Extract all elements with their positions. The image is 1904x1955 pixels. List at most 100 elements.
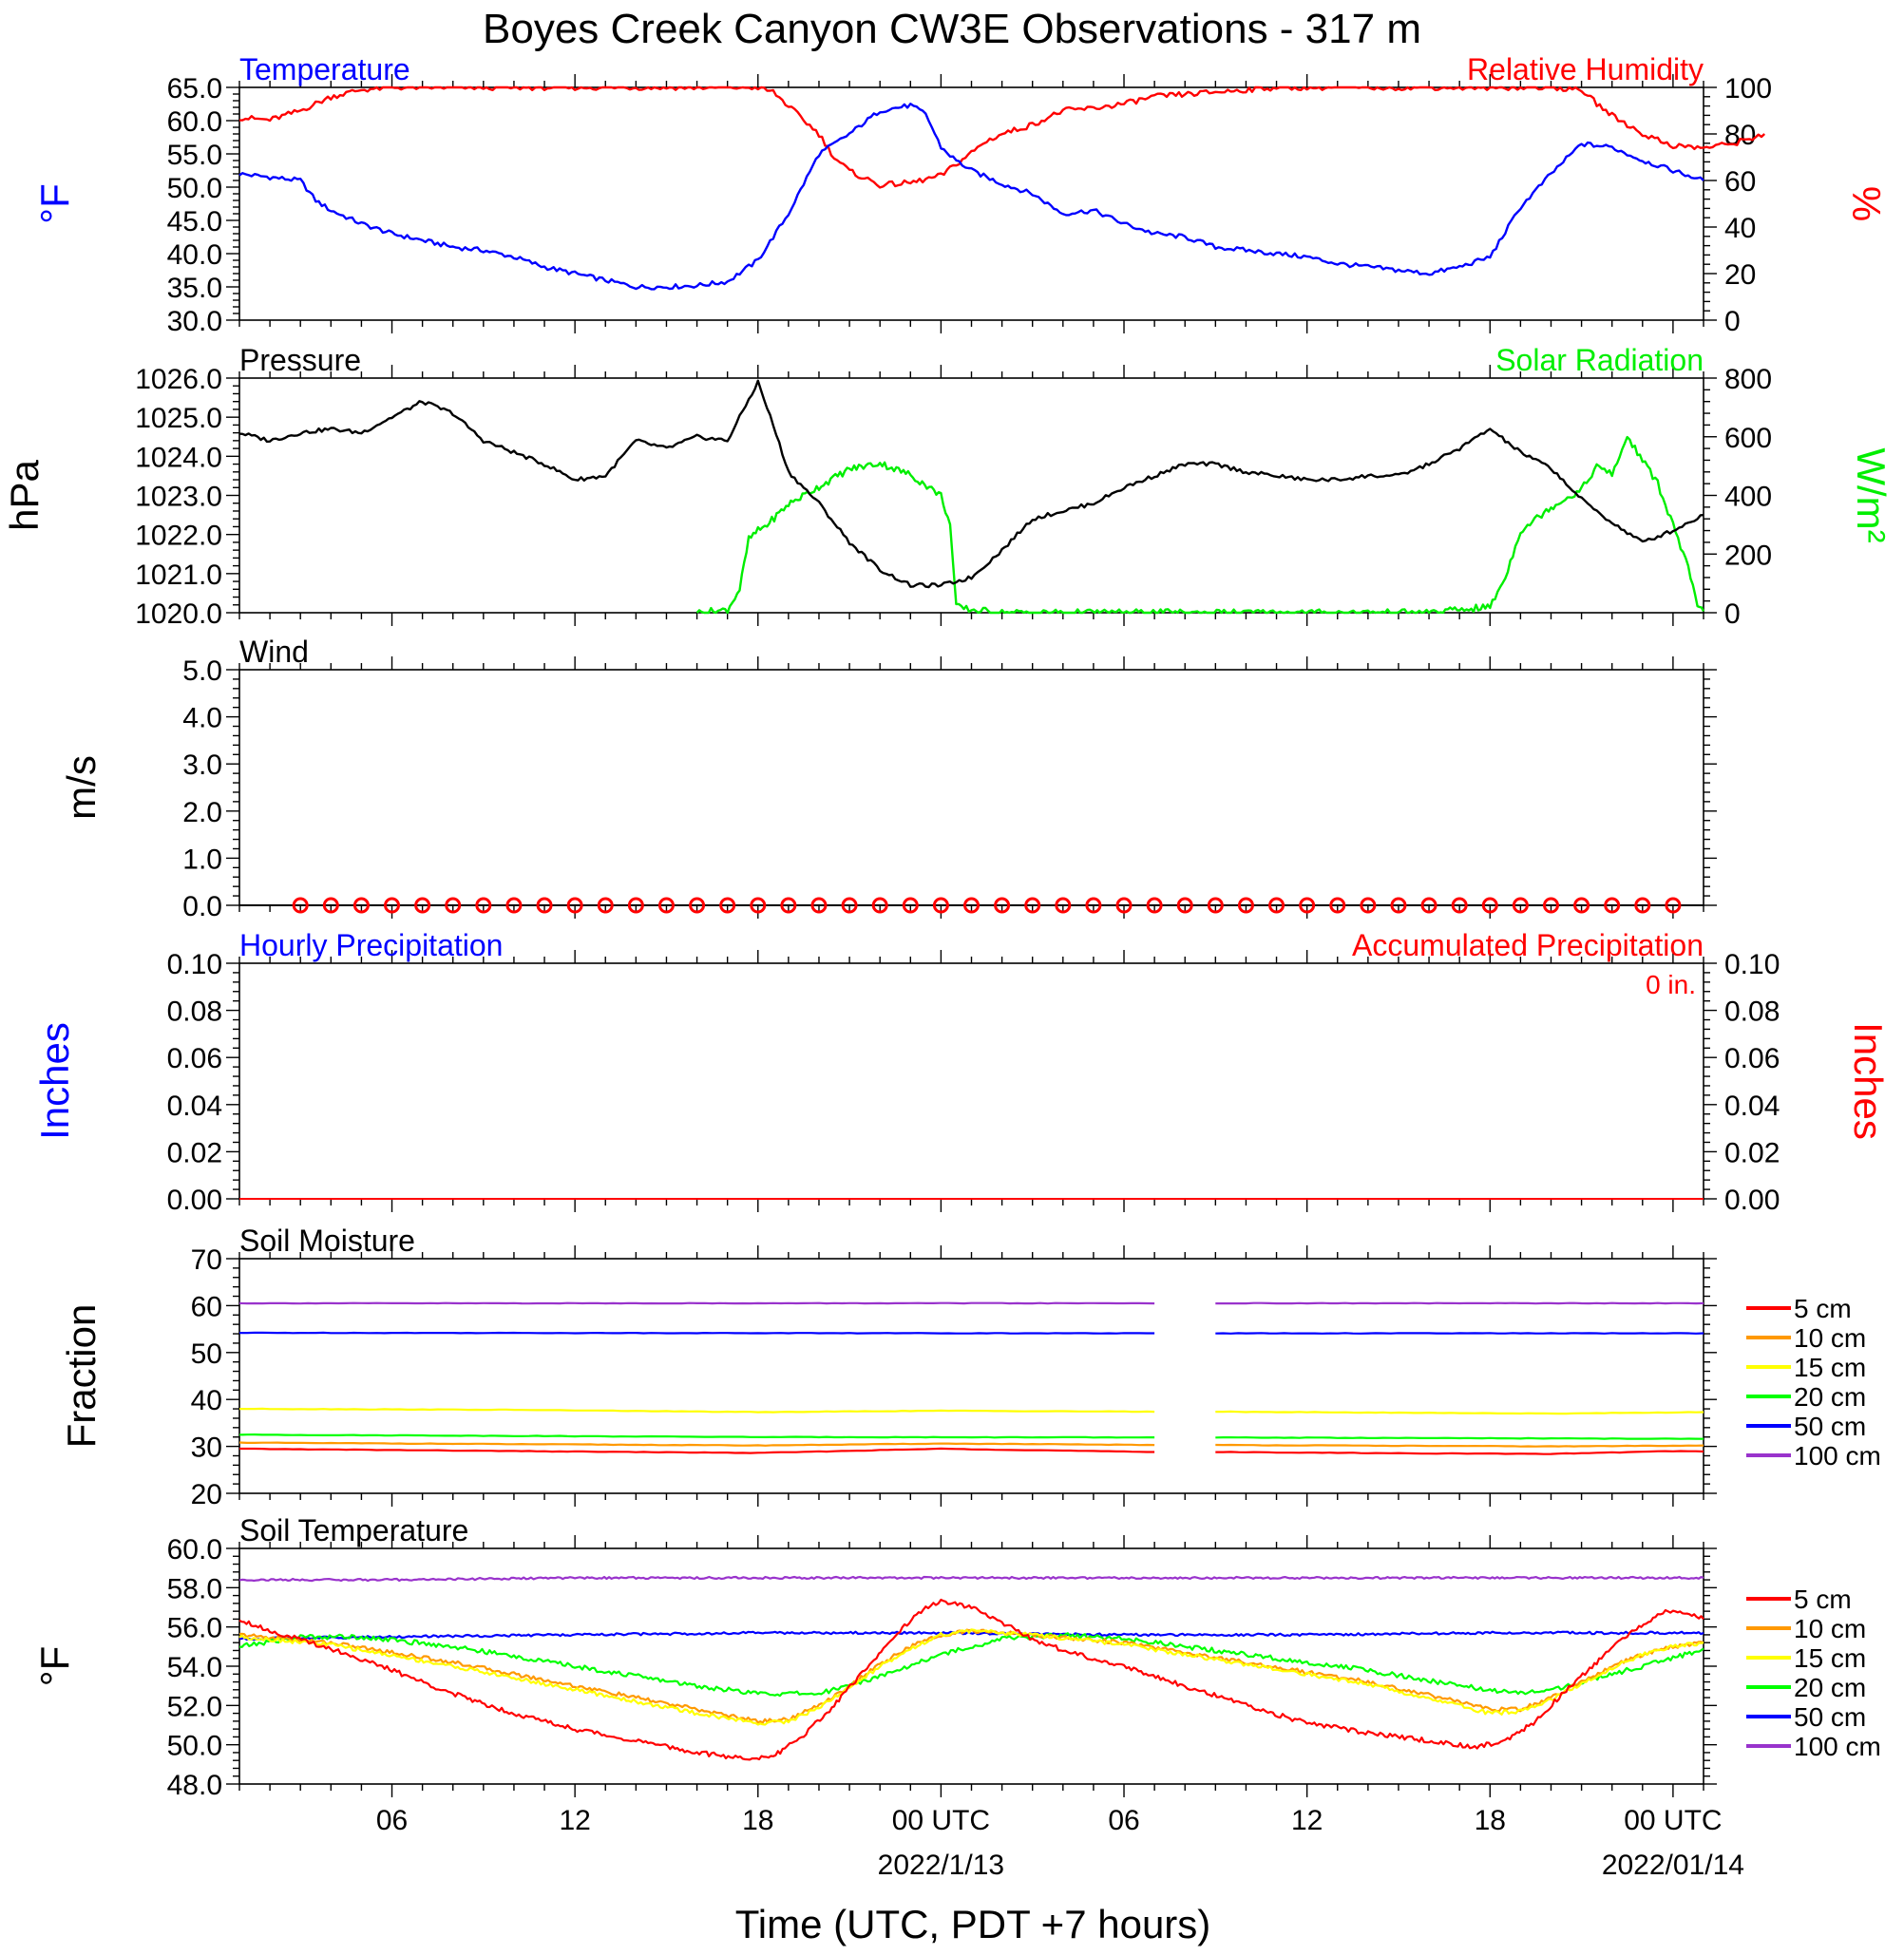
soil-moisture-line [238, 1301, 1704, 1305]
panel-title-left: Pressure [239, 343, 361, 377]
y-axis-label: hPa [2, 459, 47, 530]
legend-label: 50 cm [1794, 1412, 1866, 1441]
y-tick-label: 58.0 [167, 1573, 222, 1604]
y-axis-label: °F [32, 1646, 77, 1686]
y-right-tick-label: 60 [1724, 166, 1756, 198]
y-tick-label: 70 [191, 1244, 222, 1276]
wind-marker [1420, 897, 1438, 914]
wind-marker [475, 897, 492, 914]
y-tick-label: 65.0 [167, 73, 222, 104]
wind-marker [1604, 897, 1621, 914]
legend-label: 15 cm [1794, 1353, 1866, 1382]
wind-marker [1299, 897, 1316, 914]
y-tick-label: 45.0 [167, 206, 222, 237]
y-right-tick-label: 100 [1724, 73, 1772, 104]
y-tick-label: 1.0 [182, 844, 222, 875]
wind-marker [1268, 897, 1285, 914]
x-tick-label: 12 [1291, 1805, 1323, 1836]
soil-temperature-line [238, 1630, 1704, 1642]
panel-title-left: Hourly Precipitation [239, 928, 503, 962]
legend-label: 10 cm [1794, 1323, 1866, 1353]
wind-marker [1024, 897, 1041, 914]
legend-label: 10 cm [1794, 1614, 1866, 1643]
wind-marker [627, 897, 644, 914]
y-tick-label: 40.0 [167, 239, 222, 271]
y-tick-label: 2.0 [182, 797, 222, 828]
x-tick-label: 18 [1475, 1805, 1506, 1836]
wind-marker [841, 897, 858, 914]
y-right-tick-label: 0.10 [1724, 949, 1780, 980]
x-tick-label: 18 [742, 1805, 773, 1836]
wind-marker [536, 897, 553, 914]
panel-soil-temperature: 48.0 50.0 52.0 54.0 56.0 58.0 60.0 Soil Tempera… [32, 1513, 1881, 1801]
legend-label: 100 cm [1794, 1441, 1881, 1471]
panel-title-right: Accumulated Precipitation [1352, 928, 1704, 962]
soil-moisture-line [239, 1331, 1704, 1335]
wind-marker [963, 897, 980, 914]
y-tick-label: 0.02 [167, 1137, 222, 1168]
solar-radiation-line [695, 435, 1705, 615]
panel-wind: 0.0 1.0 2.0 3.0 4.0 5.0 Wind m/s [59, 635, 1717, 922]
wind-marker [810, 897, 828, 914]
soil-temperature-line [238, 1632, 1704, 1698]
panel-soil-moisture: 20 30 40 50 60 70 Soil Moisture Fraction 5 cm10 … [59, 1224, 1881, 1510]
x-tick-label: 06 [1108, 1805, 1139, 1836]
y-tick-label: 1020.0 [135, 598, 222, 630]
soil-temperature-line [238, 1598, 1704, 1761]
y-right-tick-label: 0.00 [1724, 1185, 1780, 1216]
accumulated-total-annotation: 0 in. [1646, 970, 1696, 999]
y-right-tick-label: 0 [1724, 306, 1741, 337]
wind-marker [1451, 897, 1468, 914]
plot-frame [238, 962, 1704, 1200]
y-tick-label: 1024.0 [135, 442, 222, 473]
soil-moisture-line [239, 1447, 1704, 1455]
wind-marker [1085, 897, 1102, 914]
y-tick-label: 3.0 [182, 750, 222, 781]
legend-label: 5 cm [1794, 1294, 1852, 1323]
x-tick-label: 00 UTC [892, 1805, 990, 1836]
soil-temperature-line [238, 1628, 1704, 1726]
panel-temp-rh: 30.035.040.045.050.055.060.065.0 0 20 40 60 8… [32, 52, 1889, 337]
y-tick-label: 40 [191, 1385, 222, 1416]
wind-marker [689, 897, 706, 914]
wind-marker [1634, 897, 1651, 914]
wind-marker [1055, 897, 1072, 914]
y-tick-label: 4.0 [182, 703, 222, 734]
y-tick-label: 50 [191, 1338, 222, 1370]
y-right-tick-label: 40 [1724, 213, 1756, 244]
y-right-tick-label: 80 [1724, 120, 1756, 151]
y-tick-label: 30 [191, 1433, 222, 1464]
y-axis-label-right: % [1844, 186, 1889, 221]
wind-marker [384, 897, 401, 914]
plot-frame [238, 1547, 1704, 1785]
y-right-tick-label: 0.04 [1724, 1091, 1780, 1122]
legend-label: 20 cm [1794, 1382, 1866, 1412]
temperature-line [238, 103, 1704, 291]
wind-marker [932, 897, 949, 914]
y-tick-label: 20 [191, 1479, 222, 1510]
soil-temperature-line [238, 1628, 1704, 1724]
panel-title-left: Wind [239, 635, 309, 669]
y-tick-label: 0.06 [167, 1043, 222, 1074]
y-tick-label: 55.0 [167, 140, 222, 171]
wind-marker [292, 897, 309, 914]
x-date-label: 2022/1/13 [878, 1850, 1004, 1881]
wind-marker [1390, 897, 1407, 914]
wind-marker [1115, 897, 1133, 914]
y-tick-label: 0.00 [167, 1185, 222, 1216]
y-axis-label: Fraction [59, 1304, 104, 1449]
x-tick-label: 06 [376, 1805, 408, 1836]
x-date-label: 2022/01/14 [1602, 1850, 1744, 1881]
legend-label: 15 cm [1794, 1643, 1866, 1673]
wind-marker [352, 897, 370, 914]
y-tick-label: 60 [191, 1291, 222, 1322]
y-tick-label: 60.0 [167, 106, 222, 138]
wind-marker [1573, 897, 1590, 914]
y-right-tick-label: 0.02 [1724, 1137, 1780, 1168]
y-axis-label: °F [32, 183, 77, 223]
y-tick-label: 50.0 [167, 1731, 222, 1762]
wind-marker [1146, 897, 1163, 914]
wind-marker [505, 897, 523, 914]
y-right-tick-label: 400 [1724, 482, 1772, 513]
legend-label: 5 cm [1794, 1585, 1852, 1614]
